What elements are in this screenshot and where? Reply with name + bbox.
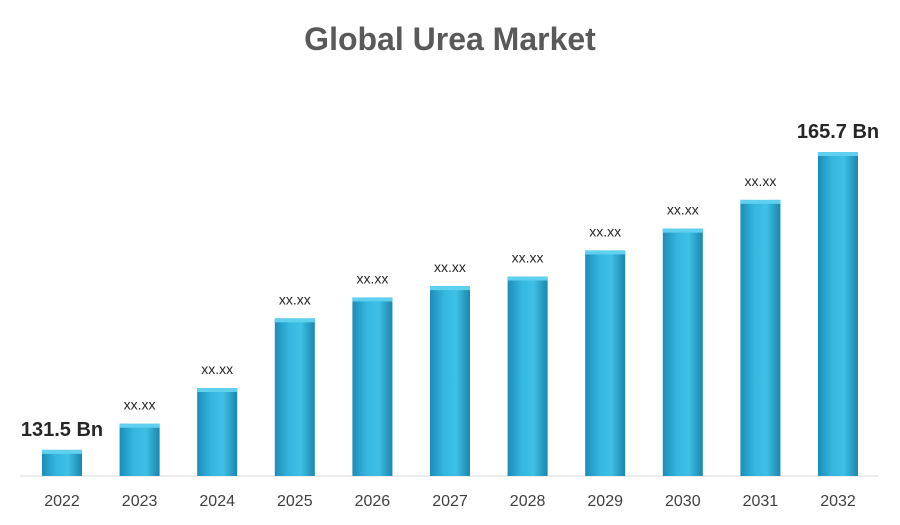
x-tick-2025: 2025 bbox=[277, 493, 313, 510]
bar-cap-2032 bbox=[818, 152, 858, 156]
bar-cap-2031 bbox=[740, 199, 781, 204]
data-label-2023: xx.xx bbox=[124, 397, 156, 413]
bar-2029 bbox=[585, 250, 626, 476]
bar-cap-2024 bbox=[197, 388, 238, 393]
bar-cap-2026 bbox=[352, 297, 393, 302]
x-tick-2022: 2022 bbox=[44, 493, 80, 510]
data-label-2032: 165.7 Bn bbox=[797, 121, 879, 143]
bar-2023 bbox=[119, 423, 160, 476]
bar-cap-2028 bbox=[507, 276, 548, 281]
bar-2027 bbox=[430, 286, 470, 476]
data-label-2025: xx.xx bbox=[279, 291, 311, 307]
x-tick-2026: 2026 bbox=[355, 493, 391, 510]
data-label-2031: xx.xx bbox=[744, 173, 776, 189]
data-label-2024: xx.xx bbox=[201, 361, 233, 377]
bar-cap-2029 bbox=[585, 250, 626, 255]
x-tick-2028: 2028 bbox=[510, 493, 546, 510]
data-label-2029: xx.xx bbox=[589, 223, 621, 239]
data-label-2022: 131.5 Bn bbox=[21, 419, 103, 441]
x-ticks-group: 2022 2023 2024 2025 2026 2027 2028 2029 2030 2031… bbox=[44, 493, 856, 510]
x-tick-2027: 2027 bbox=[432, 493, 468, 510]
x-tick-2030: 2030 bbox=[665, 493, 701, 510]
x-tick-2029: 2029 bbox=[587, 493, 623, 510]
x-tick-2023: 2023 bbox=[122, 493, 158, 510]
bar-cap-2030 bbox=[662, 228, 703, 233]
bar-2022 bbox=[42, 449, 82, 476]
data-label-2030: xx.xx bbox=[667, 202, 699, 218]
data-label-2028: xx.xx bbox=[512, 250, 544, 266]
x-tick-2031: 2031 bbox=[743, 493, 779, 510]
data-label-2026: xx.xx bbox=[356, 270, 388, 286]
x-tick-2032: 2032 bbox=[820, 493, 856, 510]
bar-2032 bbox=[818, 152, 858, 476]
bar-2028 bbox=[507, 276, 548, 476]
bar-2030 bbox=[662, 228, 703, 476]
bars-group bbox=[42, 152, 858, 476]
bar-cap-2023 bbox=[119, 423, 160, 428]
x-tick-2024: 2024 bbox=[199, 493, 235, 510]
bar-2025 bbox=[274, 318, 315, 476]
bar-2026 bbox=[352, 297, 393, 476]
data-label-2027: xx.xx bbox=[434, 259, 466, 275]
bar-2031 bbox=[740, 199, 781, 476]
bar-cap-2025 bbox=[274, 318, 315, 323]
bar-cap-2027 bbox=[430, 286, 470, 291]
bar-cap-2022 bbox=[42, 449, 82, 454]
chart-title: Global Urea Market bbox=[304, 21, 596, 57]
data-labels-group: 131.5 Bn xx.xx xx.xx xx.xx xx.xx xx.xx xx.xx xx… bbox=[21, 121, 879, 441]
bar-2024 bbox=[197, 388, 238, 476]
